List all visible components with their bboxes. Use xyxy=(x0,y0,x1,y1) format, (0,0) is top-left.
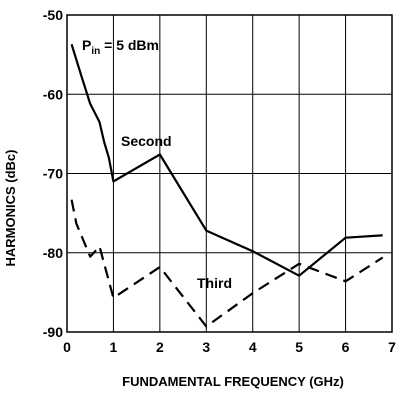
y-tick-label: -90 xyxy=(43,324,63,340)
series-lines xyxy=(70,43,384,328)
y-tick-labels: -90 -80 -70 -60 -50 xyxy=(43,7,63,340)
x-tick-label: 0 xyxy=(63,339,71,355)
x-tick-label: 2 xyxy=(156,339,164,355)
x-tick-label: 5 xyxy=(295,339,303,355)
series-label-second: Second xyxy=(121,133,172,149)
pin-annotation-main: P xyxy=(82,37,91,53)
y-tick-label: -60 xyxy=(43,86,63,102)
x-tick-label: 6 xyxy=(342,339,350,355)
y-axis-label: HARMONICS (dBc) xyxy=(3,150,18,267)
y-tick-label: -80 xyxy=(43,245,63,261)
plot-frame xyxy=(66,14,393,333)
x-tick-label: 3 xyxy=(202,339,210,355)
series-line-third xyxy=(70,199,384,328)
series-line-second xyxy=(70,43,383,277)
pin-annotation-subscript: in xyxy=(91,46,100,57)
y-tick-label: -50 xyxy=(43,7,63,23)
x-axis-label: FUNDAMENTAL FREQUENCY (GHz) xyxy=(122,374,344,389)
x-tick-label: 4 xyxy=(249,339,257,355)
series-label-third: Third xyxy=(197,275,232,291)
y-tick-label: -70 xyxy=(43,166,63,182)
x-tick-labels: 0 1 2 3 4 5 6 7 xyxy=(63,339,396,355)
x-tick-label: 7 xyxy=(388,339,396,355)
x-tick-label: 1 xyxy=(110,339,118,355)
pin-annotation: Pin = 5 dBm xyxy=(82,37,159,57)
pin-annotation-rest: = 5 dBm xyxy=(100,37,159,53)
